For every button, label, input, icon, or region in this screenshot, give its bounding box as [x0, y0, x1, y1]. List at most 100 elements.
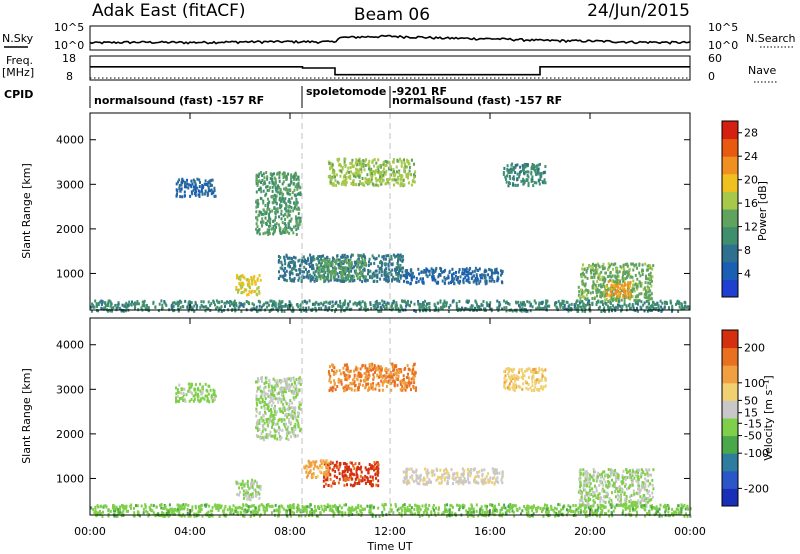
velocity-cell [314, 464, 317, 468]
power-cell [293, 277, 296, 280]
velocity-cell [374, 473, 377, 477]
power-cell [506, 167, 509, 171]
velocity-cell [641, 471, 644, 475]
power-cell [392, 158, 395, 161]
velocity-cell [226, 508, 229, 512]
velocity-cell [182, 391, 185, 395]
power-cell [266, 207, 269, 211]
velocity-cell [588, 480, 591, 484]
velocity-cell [197, 392, 199, 396]
power-cell [179, 195, 182, 199]
power-cell [326, 274, 329, 278]
power-cell [606, 292, 609, 296]
power-cell [182, 179, 185, 183]
velocity-cell [269, 408, 272, 412]
power-cell [475, 279, 478, 282]
velocity-cell [329, 460, 332, 464]
power-cell [382, 257, 385, 261]
power-cell [235, 304, 238, 308]
power-cell [268, 217, 271, 221]
power-cell [194, 181, 197, 185]
power-cell [224, 305, 226, 308]
power-cell [351, 182, 354, 186]
power-cell [289, 201, 292, 204]
power-cell [608, 274, 611, 278]
power-cell [624, 263, 627, 266]
power-cell [518, 172, 521, 176]
power-cell [439, 300, 442, 304]
velocity-cell [250, 485, 253, 489]
velocity-cell [587, 481, 590, 485]
power-cell [605, 271, 607, 275]
power-cell [294, 185, 297, 189]
power-cell [600, 291, 603, 295]
velocity-cell [640, 471, 643, 475]
velocity-cell [277, 419, 280, 423]
velocity-cell [287, 383, 290, 387]
power-cell [283, 200, 286, 203]
power-cell [133, 307, 136, 310]
power-cell [400, 176, 403, 180]
power-cell [165, 303, 168, 307]
power-cell [431, 278, 434, 282]
velocity-cell [461, 467, 464, 471]
power-cell [320, 255, 323, 258]
power-cell [490, 269, 493, 273]
power-cell [281, 221, 284, 225]
power-cell [607, 288, 610, 292]
power-cell [636, 294, 639, 298]
power-cell [636, 309, 639, 313]
power-cell [493, 280, 496, 283]
power-cell [283, 259, 286, 263]
velocity-cell [266, 403, 269, 407]
velocity-cell [328, 472, 331, 476]
power-cell [363, 263, 366, 267]
power-cell [445, 301, 448, 305]
power-cell [296, 201, 299, 205]
velocity-cell [350, 468, 353, 472]
power-cell [292, 278, 295, 282]
power-cell [367, 264, 370, 267]
power-cell [290, 196, 293, 200]
power-cell [220, 309, 223, 313]
power-cell [363, 183, 366, 187]
velocity-cell [334, 470, 337, 473]
power-cell [286, 230, 289, 234]
power-colorbar-swatch [722, 156, 738, 175]
power-cell [235, 276, 238, 280]
power-cell [297, 212, 300, 216]
velocity-cell [371, 475, 374, 479]
power-cell [299, 216, 302, 220]
power-cell [218, 306, 221, 310]
power-cell [292, 175, 295, 179]
power-cell [179, 300, 182, 304]
velocity-cell [356, 473, 359, 477]
power-cell [543, 178, 546, 182]
power-cell [591, 276, 594, 279]
velocity-cell [484, 477, 487, 481]
power-cell [408, 169, 411, 173]
power-cell [645, 293, 648, 296]
power-cell [452, 279, 454, 283]
power-cell [324, 262, 327, 266]
velocity-cell [455, 472, 458, 475]
power-cell [613, 284, 616, 288]
power-cell [358, 163, 361, 167]
power-cell [239, 278, 242, 282]
velocity-cell [376, 469, 379, 473]
velocity-cell [207, 384, 210, 388]
velocity-cell [615, 486, 618, 490]
power-cell [290, 228, 293, 232]
velocity-cell [452, 482, 454, 486]
velocity-cell [646, 469, 649, 473]
power-cell [600, 300, 602, 304]
power-cell [337, 159, 340, 163]
power-cell [667, 307, 670, 310]
power-cell [315, 309, 318, 313]
power-cell [366, 278, 369, 282]
power-cell [602, 303, 604, 306]
velocity-cell [335, 460, 338, 464]
velocity-cell [353, 473, 356, 477]
power-cell [386, 160, 389, 164]
power-cell [368, 165, 371, 169]
